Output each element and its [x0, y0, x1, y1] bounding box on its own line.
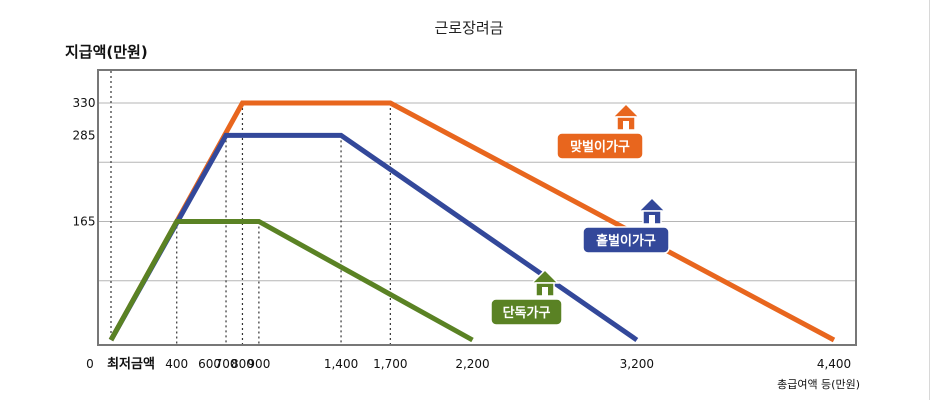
y-ticks: 330 285 165 — [73, 96, 96, 229]
x-tick-label: 900 — [247, 357, 270, 371]
series-label: 맞벌이가구 — [570, 139, 630, 155]
series-label: 단독가구 — [503, 305, 551, 321]
series-label: 홑벌이가구 — [596, 233, 656, 249]
x-tick-label: 4,400 — [817, 357, 851, 371]
x-tick-label: 3,200 — [620, 357, 654, 371]
series-badge: 단독가구 — [490, 268, 563, 326]
badge-background — [556, 132, 644, 160]
x-tick-label: 800 — [231, 357, 254, 371]
x-tick-label: 400 — [165, 357, 188, 371]
x-min-label: 최저금액 — [107, 357, 155, 372]
x-tick-label: 1,400 — [324, 357, 358, 371]
house-icon — [530, 268, 560, 297]
badge-background — [490, 298, 563, 326]
y-zero-label: 0 — [86, 357, 94, 371]
y-tick-label: 330 — [73, 96, 96, 110]
y-axis-label: 지급액(만원) — [65, 43, 148, 61]
page-edge-divider — [929, 0, 930, 400]
x-tick-label: 2,200 — [455, 357, 489, 371]
x-tick-label: 600 — [198, 357, 221, 371]
x-axis-label: 총급여액 등(만원) — [777, 378, 860, 391]
chart-title: 근로장려금 — [434, 19, 503, 37]
series-badge: 맞벌이가구 — [556, 102, 644, 160]
series-badge: 홑벌이가구 — [582, 196, 670, 254]
x-tick-label: 700 — [215, 357, 238, 371]
series-lines — [108, 100, 836, 343]
y-tick-label: 285 — [73, 128, 96, 142]
badge-background — [582, 226, 670, 254]
y-tick-label: 165 — [73, 215, 96, 229]
series-line-3 — [108, 219, 474, 343]
house-icon — [611, 102, 641, 131]
x-tick-label: 1,700 — [373, 357, 407, 371]
house-icon — [637, 196, 667, 225]
plot-area — [97, 69, 857, 346]
